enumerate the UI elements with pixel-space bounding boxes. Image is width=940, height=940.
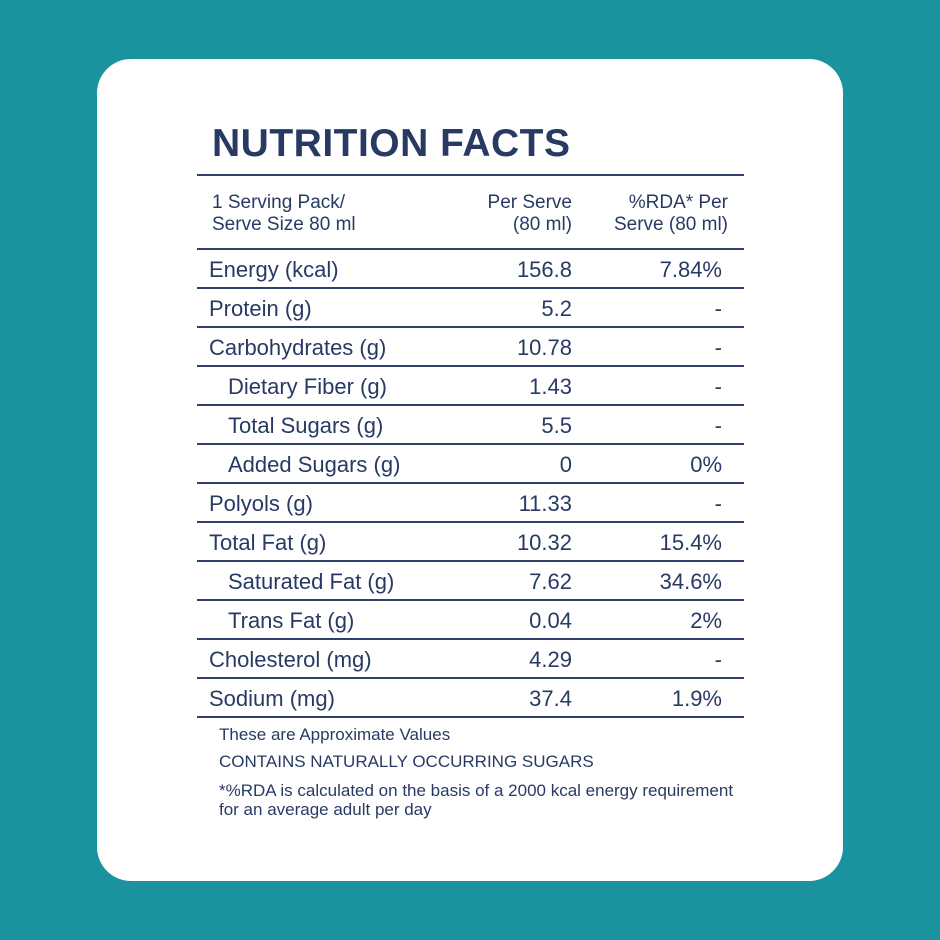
table-row: Cholesterol (mg) 4.29 - [197,640,744,679]
header-rda: %RDA* Per Serve (80 ml) [613,192,728,235]
per-serve-value: 10.78 [516,335,572,360]
natural-sugars-note: CONTAINS NATURALLY OCCURRING SUGARS [219,752,594,771]
approximate-values-note: These are Approximate Values [219,725,451,744]
rda-value: 2% [690,608,722,633]
table-row: Protein (g) 5.2 - [197,289,744,328]
rda-value: - [714,374,722,399]
rda-basis-note: *%RDA is calculated on the basis of a 20… [219,781,734,819]
per-serve-value: 7.62 [529,569,572,594]
rda-value: 0% [690,452,722,477]
per-serve-value: 10.32 [516,530,572,555]
per-serve-value: 156.8 [516,257,572,282]
rda-value: - [714,335,722,360]
nutrient-name: Energy (kcal) [209,257,339,282]
table-row: Dietary Fiber (g) 1.43 - [197,367,744,406]
nutrient-name: Protein (g) [209,296,312,321]
header-per-serve: Per Serve (80 ml) [487,192,572,235]
nutrition-table: 1 Serving Pack/ Serve Size 80 ml Per Ser… [197,174,744,718]
nutrient-name: Polyols (g) [209,491,313,516]
table-row: Total Fat (g) 10.32 15.4% [197,523,744,562]
nutrient-name: Total Sugars (g) [228,413,384,438]
rda-value: - [714,491,722,516]
table-row: Trans Fat (g) 0.04 2% [197,601,744,640]
table-row: Sodium (mg) 37.4 1.9% [197,679,744,718]
nutrient-name: Total Fat (g) [209,530,327,555]
nutrition-card [97,59,843,881]
rda-value: 7.84% [659,257,722,282]
rda-value: - [714,296,722,321]
page-title: NUTRITION FACTS [212,122,571,165]
nutrient-name: Carbohydrates (g) [209,335,387,360]
header-serving-size: 1 Serving Pack/ Serve Size 80 ml [212,192,356,235]
rda-value: 1.9% [671,686,722,711]
table-header: 1 Serving Pack/ Serve Size 80 ml Per Ser… [197,176,744,250]
nutrient-name: Dietary Fiber (g) [228,374,387,399]
per-serve-value: 37.4 [529,686,572,711]
nutrient-name: Cholesterol (mg) [209,647,372,672]
nutrient-name: Trans Fat (g) [228,608,355,633]
nutrient-name: Sodium (mg) [209,686,335,711]
per-serve-value: 1.43 [529,374,572,399]
table-row: Total Sugars (g) 5.5 - [197,406,744,445]
table-row: Energy (kcal) 156.8 7.84% [197,250,744,289]
rda-value: - [714,413,722,438]
rda-value: 34.6% [659,569,722,594]
table-row: Saturated Fat (g) 7.62 34.6% [197,562,744,601]
nutrient-name: Added Sugars (g) [228,452,401,477]
per-serve-value: 4.29 [529,647,572,672]
nutrient-name: Saturated Fat (g) [228,569,395,594]
per-serve-value: 11.33 [518,491,572,516]
per-serve-value: 5.2 [541,296,572,321]
per-serve-value: 0 [559,452,572,477]
rda-value: 15.4% [659,530,722,555]
table-row: Carbohydrates (g) 10.78 - [197,328,744,367]
table-body: Energy (kcal) 156.8 7.84% Protein (g) 5.2- Ca… [197,250,744,718]
per-serve-value: 0.04 [529,608,572,633]
per-serve-value: 5.5 [541,413,572,438]
table-row: Polyols (g) 11.33 - [197,484,744,523]
table-row: Added Sugars (g) 0 0% [197,445,744,484]
rda-value: - [714,647,722,672]
